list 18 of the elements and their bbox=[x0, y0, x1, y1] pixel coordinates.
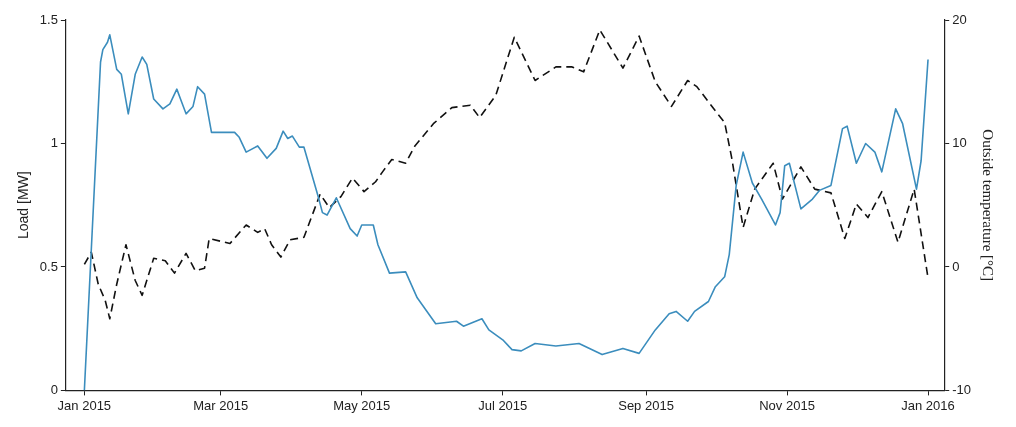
x-tick-label: Sep 2015 bbox=[618, 397, 674, 413]
y-axis-title: Load [MW] bbox=[15, 171, 32, 240]
y-tick-label: 1 bbox=[50, 135, 58, 151]
y-tick-label: 0 bbox=[50, 381, 58, 397]
y2-tick-label: 10 bbox=[952, 135, 967, 151]
x-tick-label: Nov 2015 bbox=[759, 397, 815, 413]
y2-tick-label: 0 bbox=[952, 258, 960, 274]
x-tick-label: Mar 2015 bbox=[193, 397, 249, 413]
x-tick-label: Jan 2016 bbox=[901, 397, 955, 413]
x-tick-label: May 2015 bbox=[333, 397, 391, 413]
y2-axis-title: Outside temperature [°C] bbox=[980, 129, 997, 282]
y-tick-label: 1.5 bbox=[39, 11, 58, 27]
x-tick-label: Jan 2015 bbox=[57, 397, 112, 413]
x-tick-label: Jul 2015 bbox=[478, 397, 528, 413]
y2-tick-label: 20 bbox=[952, 11, 967, 27]
line-series bbox=[83, 29, 929, 320]
y2-tick-label: -10 bbox=[952, 381, 972, 397]
y-tick-label: 0.5 bbox=[39, 258, 58, 274]
